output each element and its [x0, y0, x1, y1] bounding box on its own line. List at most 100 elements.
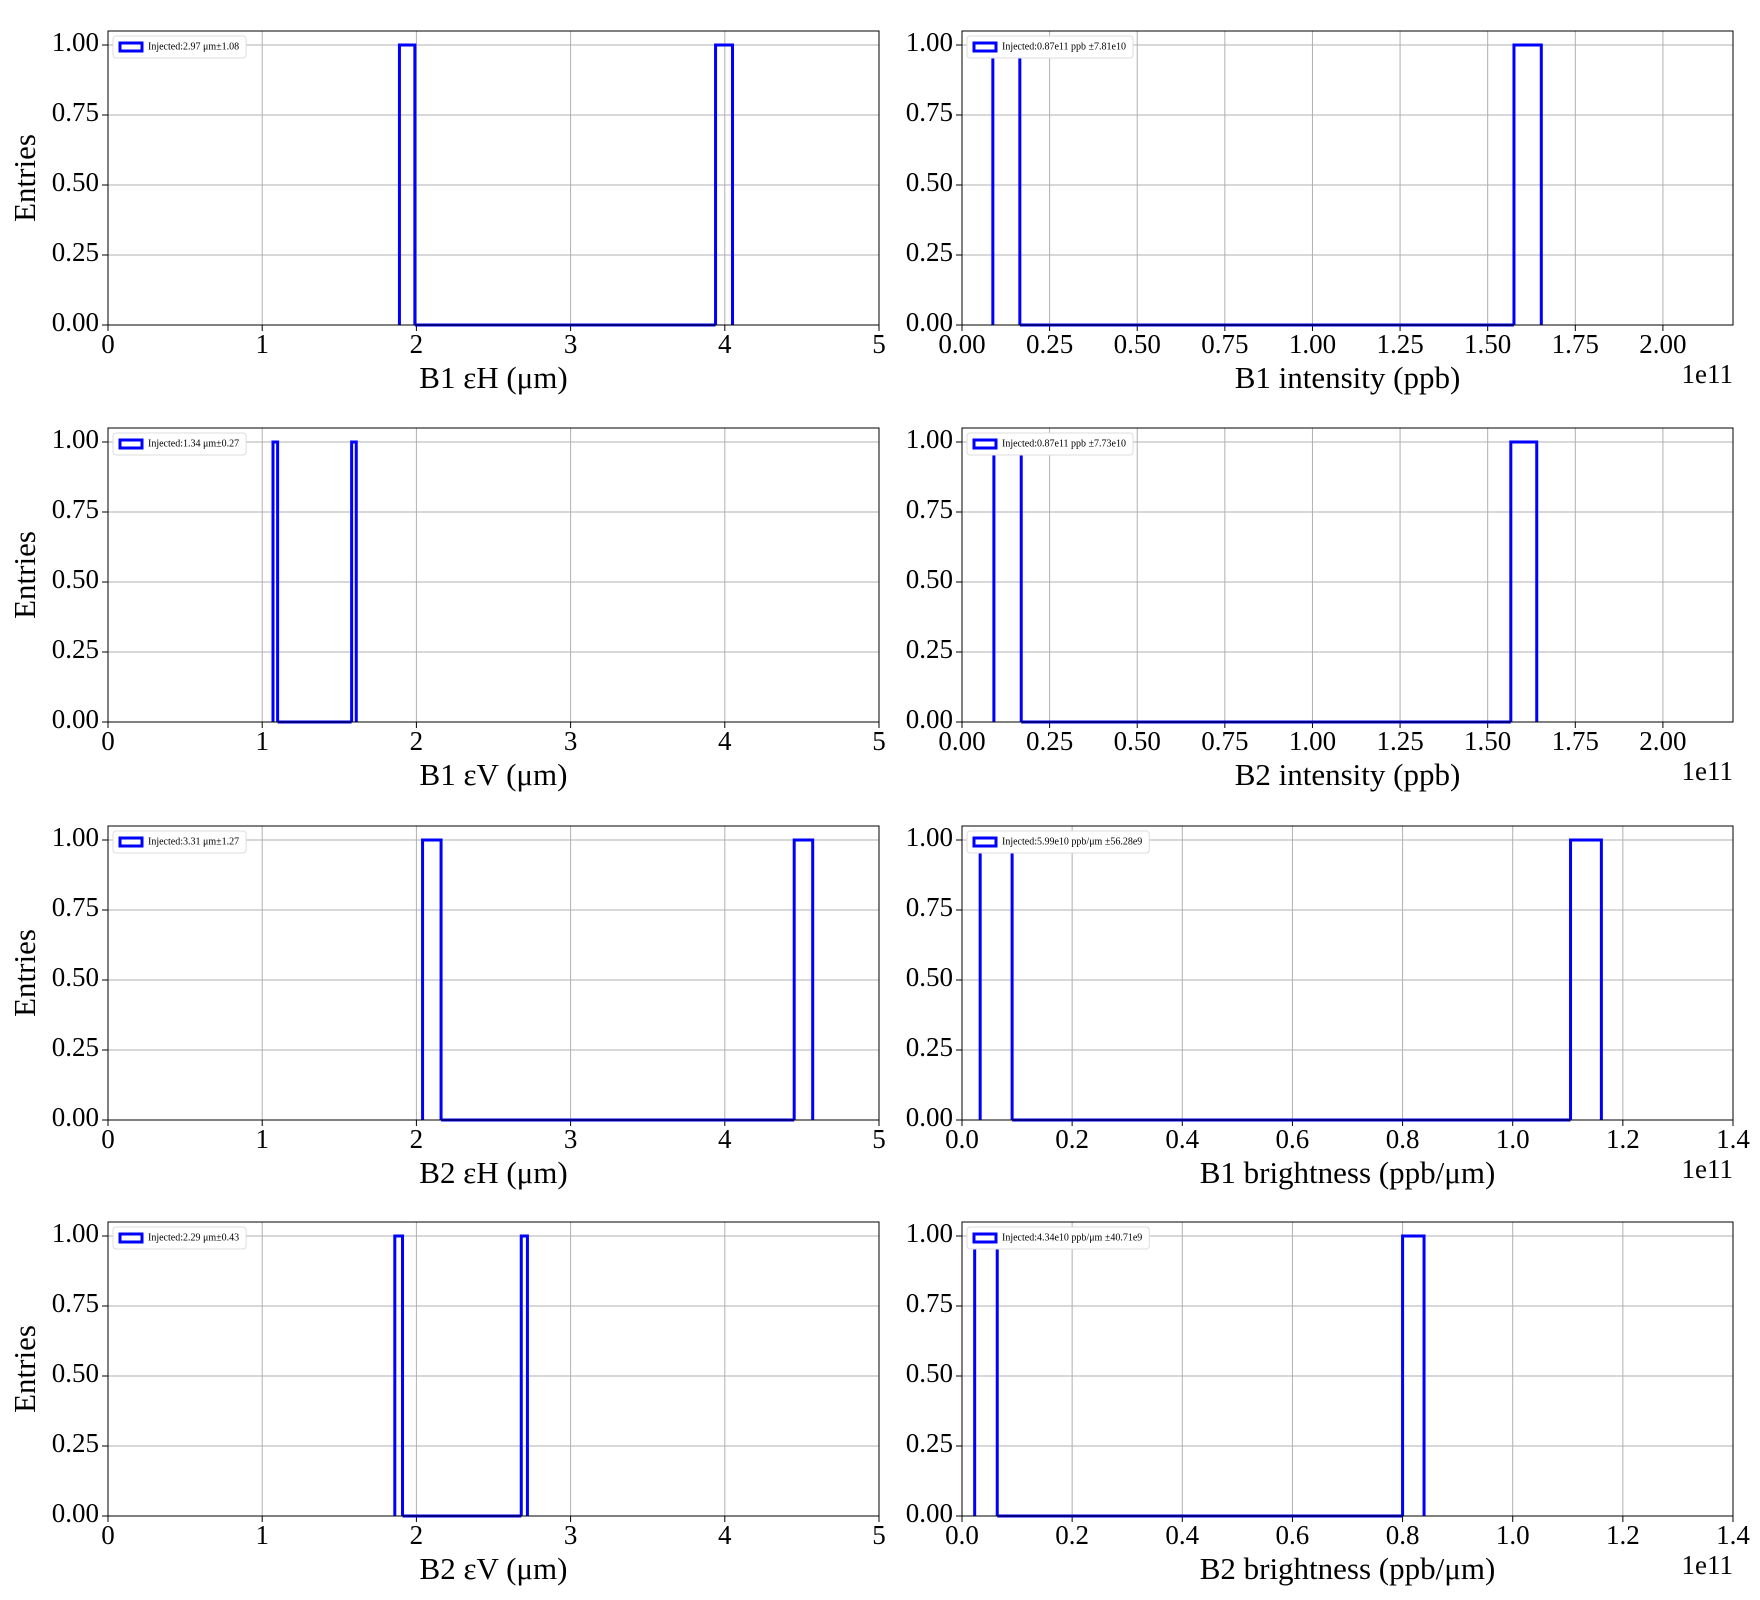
x-tick-label: 0.25 [1026, 329, 1073, 359]
x-tick-label: 4 [718, 1124, 732, 1154]
x-tick-label: 2 [410, 1520, 424, 1550]
y-tick-label: 0.75 [906, 892, 953, 922]
legend-swatch [972, 41, 998, 53]
histogram-bin [1401, 1234, 1426, 1516]
x-tick-label: 1.0 [1496, 1124, 1530, 1154]
histogram-bin [1509, 440, 1539, 722]
legend-box [966, 830, 1150, 854]
histogram-bin [1569, 838, 1603, 1120]
y-tick-label: 0.50 [906, 167, 953, 197]
legend-box [112, 35, 247, 59]
x-tick-label: 5 [872, 1124, 886, 1154]
histogram-bin [714, 43, 735, 325]
x-axis-label: B1 εH (μm) [419, 360, 567, 395]
x-tick-label: 0 [101, 726, 115, 756]
legend: Injected:2.29 μm±0.43 [112, 1226, 247, 1250]
x-tick-label: 1.25 [1376, 726, 1423, 756]
x-tick-label: 1.2 [1606, 1520, 1640, 1550]
x-tick-label: 1.00 [1289, 329, 1336, 359]
y-tick-label: 1.00 [52, 822, 99, 852]
y-tick-label: 0.25 [52, 237, 99, 267]
x-axis-label: B1 brightness (ppb/μm) [1200, 1155, 1496, 1190]
histogram-bin [792, 838, 815, 1120]
x-tick-label: 1.75 [1552, 329, 1599, 359]
panel: 0.00 0.25 0.50 0.75 1.00 0 1 2 3 4 5 Injected:2.97 … [7, 27, 886, 395]
x-axis-label: B2 εV (μm) [420, 1551, 568, 1586]
legend-label: Injected:0.87e11 ppb ±7.73e10 [1002, 438, 1126, 449]
legend-swatch [118, 1232, 144, 1244]
y-axis-label: Entries [7, 531, 42, 619]
x-tick-label: 1.75 [1552, 726, 1599, 756]
x-tick-label: 2 [410, 329, 424, 359]
y-axis-label: Entries [7, 134, 42, 222]
legend: Injected:0.87e11 ppb ±7.73e10 [966, 432, 1134, 456]
x-tick-label: 2 [410, 726, 424, 756]
y-tick-label: 0.50 [52, 167, 99, 197]
y-tick-label: 0.75 [52, 97, 99, 127]
x-tick-label: 1 [255, 1520, 269, 1550]
x-tick-label: 0.00 [938, 329, 985, 359]
x-tick-label: 0.25 [1026, 726, 1073, 756]
x-tick-label: 4 [718, 329, 732, 359]
legend: Injected:5.99e10 ppb/μm ±56.28e9 [966, 830, 1150, 854]
legend-box [112, 830, 247, 854]
plot-frame [107, 1221, 880, 1517]
x-axis-label: B1 εV (μm) [420, 757, 568, 792]
panel: 0.00 0.25 0.50 0.75 1.00 0 1 2 3 4 5 Injected:1.34 … [7, 424, 886, 792]
legend: Injected:4.34e10 ppb/μm ±40.71e9 [966, 1226, 1150, 1250]
legend-swatch [972, 836, 998, 848]
histogram-bin [519, 1234, 529, 1516]
legend-label: Injected:0.87e11 ppb ±7.81e10 [1002, 41, 1126, 52]
offset-text: 1e11 [1682, 1550, 1733, 1580]
legend-label: Injected:3.31 μm±1.27 [148, 836, 239, 847]
x-tick-label: 1 [255, 329, 269, 359]
legend-label: Injected:2.29 μm±0.43 [148, 1232, 239, 1243]
x-tick-label: 0.4 [1165, 1520, 1199, 1550]
legend-swatch [972, 438, 998, 450]
x-tick-label: 0.6 [1276, 1124, 1310, 1154]
legend: Injected:3.31 μm±1.27 [112, 830, 247, 854]
legend-swatch [118, 438, 144, 450]
x-tick-label: 0 [101, 1124, 115, 1154]
panel: 0.00 0.25 0.50 0.75 1.00 0 1 2 3 4 5 Injected:2.29 … [7, 1218, 886, 1586]
y-tick-label: 0.50 [906, 1358, 953, 1388]
y-tick-label: 0.75 [52, 494, 99, 524]
histogram-bin [271, 440, 280, 722]
x-tick-label: 1.0 [1496, 1520, 1530, 1550]
x-tick-label: 0.75 [1201, 329, 1248, 359]
y-tick-label: 0.00 [906, 307, 953, 337]
legend-label: Injected:5.99e10 ppb/μm ±56.28e9 [1002, 836, 1142, 847]
y-tick-label: 0.00 [906, 1498, 953, 1528]
y-tick-label: 0.25 [906, 1428, 953, 1458]
legend-label: Injected:4.34e10 ppb/μm ±40.71e9 [1002, 1232, 1142, 1243]
plot-frame [961, 825, 1734, 1121]
y-tick-label: 0.00 [52, 704, 99, 734]
x-axis-label: B1 intensity (ppb) [1235, 360, 1461, 395]
y-tick-label: 0.25 [906, 237, 953, 267]
x-tick-label: 1.25 [1376, 329, 1423, 359]
panel: 0.00 0.25 0.50 0.75 1.00 0.0 0.2 0.4 0.6 0.8 1.0 1.… [906, 1218, 1751, 1586]
x-tick-label: 0.75 [1201, 726, 1248, 756]
x-tick-label: 1 [255, 1124, 269, 1154]
x-tick-label: 0.4 [1165, 1124, 1199, 1154]
plot-frame [107, 30, 880, 326]
legend-box [966, 35, 1134, 59]
plot-frame [107, 427, 880, 723]
legend-label: Injected:2.97 μm±1.08 [148, 41, 239, 52]
panel: 0.00 0.25 0.50 0.75 1.00 0 1 2 3 4 5 Injected:3.31 … [7, 822, 886, 1190]
x-axis-label: B2 intensity (ppb) [1235, 757, 1461, 792]
x-axis-label: B2 εH (μm) [419, 1155, 567, 1190]
y-tick-label: 0.25 [52, 1428, 99, 1458]
y-tick-label: 0.00 [906, 704, 953, 734]
y-axis-label: Entries [7, 929, 42, 1017]
x-tick-label: 1.50 [1464, 726, 1511, 756]
y-tick-label: 0.75 [906, 97, 953, 127]
x-tick-label: 5 [872, 1520, 886, 1550]
x-tick-label: 1 [255, 726, 269, 756]
legend-box [966, 1226, 1150, 1250]
y-tick-label: 1.00 [52, 1218, 99, 1248]
legend-box [966, 432, 1134, 456]
histogram-bin [421, 838, 443, 1120]
y-tick-label: 0.75 [906, 494, 953, 524]
y-tick-label: 0.50 [52, 564, 99, 594]
